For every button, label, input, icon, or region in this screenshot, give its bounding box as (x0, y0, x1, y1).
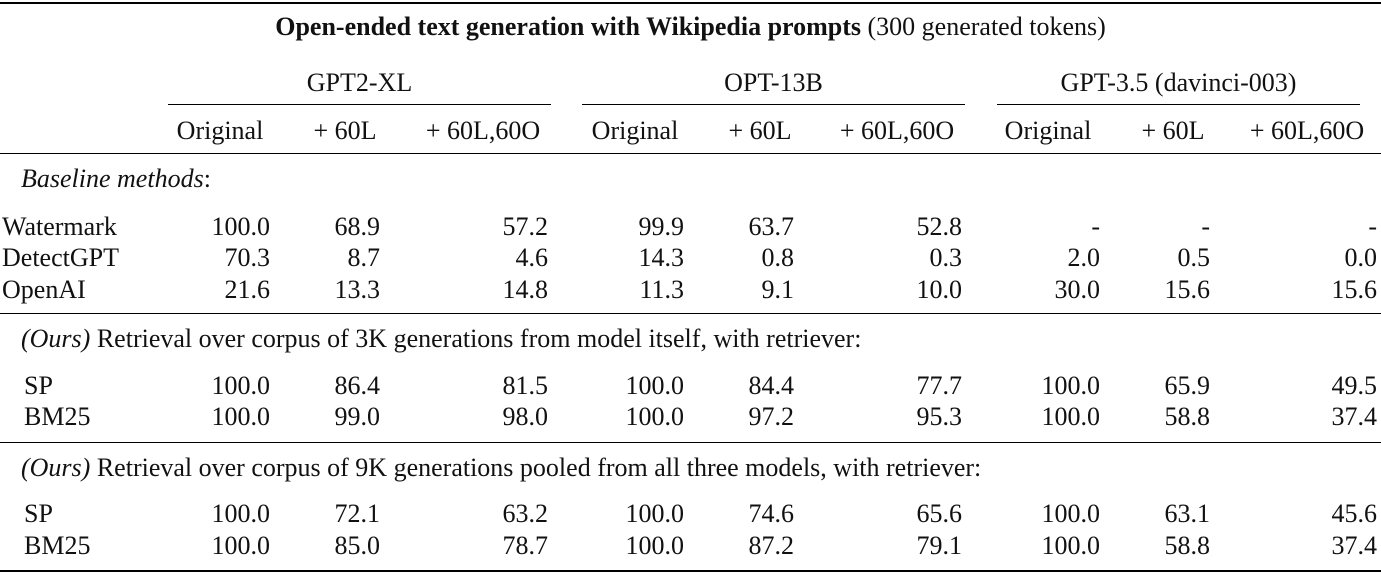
cell: 100.0 (625, 531, 685, 560)
cell: 45.6 (1331, 499, 1378, 528)
row-label: Watermark (2, 212, 117, 241)
cell: 87.2 (748, 531, 795, 560)
cell: 85.0 (334, 531, 381, 560)
cell: 81.5 (502, 371, 549, 400)
cell: 100.0 (211, 402, 271, 431)
cell: 14.3 (638, 243, 685, 272)
row-label: BM25 (24, 402, 91, 431)
cell: 100.0 (1041, 531, 1101, 560)
cell: 2.0 (1067, 243, 1101, 272)
cell: 99.0 (334, 402, 381, 431)
row-label: DetectGPT (2, 243, 119, 272)
cell: 72.1 (334, 499, 381, 528)
opt-cmidrule (582, 104, 965, 105)
table-title-bold: Open-ended text generation with Wikipedi… (275, 12, 862, 41)
cell: 30.0 (1054, 275, 1101, 304)
cell: 100.0 (625, 499, 685, 528)
col-header: + 60L,60O (1249, 116, 1365, 145)
col-header: + 60L (728, 116, 792, 145)
cell: 65.9 (1164, 371, 1211, 400)
cell: 37.4 (1331, 531, 1378, 560)
cell: 58.8 (1164, 402, 1211, 431)
cell: 49.5 (1331, 371, 1378, 400)
table-title-normal: (300 generated tokens) (867, 12, 1106, 41)
col-header: Original (591, 116, 679, 145)
gpt2-cmidrule (168, 104, 551, 105)
row-label: SP (24, 371, 53, 400)
row-label: BM25 (24, 531, 91, 560)
cell: 84.4 (748, 371, 795, 400)
cell: 100.0 (211, 212, 271, 241)
cell: 100.0 (211, 531, 271, 560)
cell: - (1201, 212, 1210, 241)
col-header: + 60L,60O (425, 116, 541, 145)
cell: 95.3 (916, 402, 963, 431)
cell: 0.0 (1344, 243, 1378, 272)
section-heading-baseline: Baseline methods: (21, 164, 211, 193)
cell: - (1368, 212, 1377, 241)
table-title: Open-ended text generation with Wikipedi… (0, 12, 1381, 42)
cell: 52.8 (916, 212, 963, 241)
cell: 100.0 (1041, 371, 1101, 400)
cell: 78.7 (502, 531, 549, 560)
cell: 98.0 (502, 402, 549, 431)
gpt35-cmidrule (997, 104, 1360, 105)
cell: 11.3 (639, 275, 684, 304)
cell: 15.6 (1164, 275, 1211, 304)
section2-rule (0, 313, 1381, 314)
cell: 0.3 (929, 243, 963, 272)
col-header: Original (176, 116, 264, 145)
cell: 0.8 (761, 243, 795, 272)
bottom-rule (0, 570, 1381, 572)
cell: 21.6 (224, 275, 271, 304)
col-header: + 60L,60O (839, 116, 955, 145)
cell: 57.2 (502, 212, 549, 241)
cell: - (1091, 212, 1100, 241)
cell: 14.8 (502, 275, 549, 304)
cell: 100.0 (625, 402, 685, 431)
cell: 58.8 (1164, 531, 1211, 560)
cell: 9.1 (761, 275, 795, 304)
section-heading-ours-9k: (Ours) Retrieval over corpus of 9K gener… (21, 453, 982, 482)
cell: 63.1 (1164, 499, 1211, 528)
model-header-opt: OPT-13B (724, 68, 823, 97)
row-label: OpenAI (2, 275, 86, 304)
cell: 65.6 (916, 499, 963, 528)
header-rule (0, 153, 1381, 154)
cell: 13.3 (334, 275, 381, 304)
cell: 100.0 (1041, 402, 1101, 431)
cell: 4.6 (515, 243, 549, 272)
section3-rule (0, 442, 1381, 443)
cell: 63.7 (748, 212, 795, 241)
row-label: SP (24, 499, 53, 528)
cell: 8.7 (347, 243, 381, 272)
cell: 100.0 (211, 371, 271, 400)
cell: 37.4 (1331, 402, 1378, 431)
cell: 100.0 (1041, 499, 1101, 528)
cell: 100.0 (211, 499, 271, 528)
cell: 86.4 (334, 371, 381, 400)
model-header-gpt2: GPT2-XL (306, 68, 413, 97)
col-header: + 60L (313, 116, 377, 145)
cell: 70.3 (224, 243, 271, 272)
cell: 79.1 (916, 531, 963, 560)
top-rule (0, 2, 1381, 4)
cell: 77.7 (916, 371, 963, 400)
cell: 68.9 (334, 212, 381, 241)
cell: 0.5 (1177, 243, 1211, 272)
cell: 15.6 (1331, 275, 1378, 304)
cell: 100.0 (625, 371, 685, 400)
cell: 99.9 (638, 212, 685, 241)
model-header-gpt35: GPT-3.5 (davinci-003) (1060, 68, 1297, 97)
cell: 74.6 (748, 499, 795, 528)
col-header: Original (1004, 116, 1092, 145)
cell: 10.0 (916, 275, 963, 304)
col-header: + 60L (1141, 116, 1205, 145)
cell: 97.2 (748, 402, 795, 431)
section-heading-ours-3k: (Ours) Retrieval over corpus of 3K gener… (21, 324, 862, 353)
cell: 63.2 (502, 499, 549, 528)
